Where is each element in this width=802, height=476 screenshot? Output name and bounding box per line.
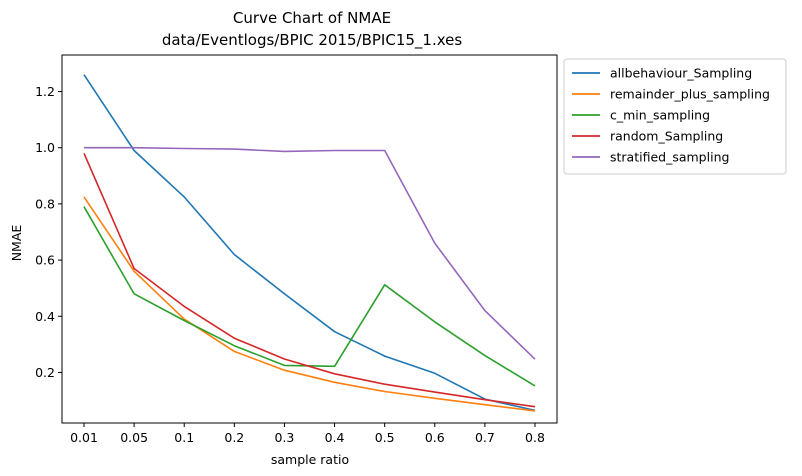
x-tick-label: 0.8 <box>525 430 545 445</box>
legend-label: remainder_plus_sampling <box>610 87 770 102</box>
y-tick-label: 1.2 <box>35 84 55 99</box>
x-tick-label: 0.01 <box>70 430 98 445</box>
x-tick-label: 0.5 <box>375 430 395 445</box>
y-axis-label: NMAE <box>9 225 24 262</box>
y-tick-label: 0.6 <box>35 253 55 268</box>
x-tick-label: 0.3 <box>274 430 294 445</box>
x-axis-label: sample ratio <box>271 452 349 467</box>
x-tick-label: 0.2 <box>224 430 244 445</box>
x-tick-label: 0.05 <box>120 430 148 445</box>
x-tick-label: 0.1 <box>174 430 194 445</box>
legend-label: random_Sampling <box>610 129 723 144</box>
legend-box <box>563 58 787 175</box>
chart-title: Curve Chart of NMAE <box>233 9 391 27</box>
chart-subtitle: data/Eventlogs/BPIC 2015/BPIC15_1.xes <box>162 31 463 50</box>
y-tick-label: 0.4 <box>35 309 55 324</box>
legend: allbehaviour_Sampling remainder_plus_samp… <box>563 58 787 175</box>
series-line-stratified_sampling <box>84 146 536 360</box>
series-line-allbehaviour_Sampling <box>83 74 536 412</box>
series-lines <box>83 74 536 412</box>
series-line-remainder_plus_sampling <box>83 196 536 412</box>
series-line-c_min_sampling <box>83 206 536 387</box>
x-axis: 0.01 0.05 0.1 0.2 0.3 0.4 0.5 0.6 0.7 0.8 <box>70 423 545 445</box>
x-tick-label: 0.6 <box>425 430 445 445</box>
legend-label: stratified_sampling <box>610 150 729 165</box>
y-tick-label: 1.0 <box>35 140 55 155</box>
series-line-random_Sampling <box>83 152 536 408</box>
y-tick-label: 0.2 <box>35 365 55 380</box>
plot-area <box>61 54 558 424</box>
plot-frame <box>61 54 558 424</box>
legend-label: allbehaviour_Sampling <box>610 66 752 81</box>
y-tick-label: 0.8 <box>35 196 55 211</box>
x-tick-label: 0.7 <box>475 430 495 445</box>
legend-label: c_min_sampling <box>610 108 710 123</box>
y-axis: 0.2 0.4 0.6 0.8 1.0 1.2 <box>35 84 62 380</box>
x-tick-label: 0.4 <box>325 430 345 445</box>
